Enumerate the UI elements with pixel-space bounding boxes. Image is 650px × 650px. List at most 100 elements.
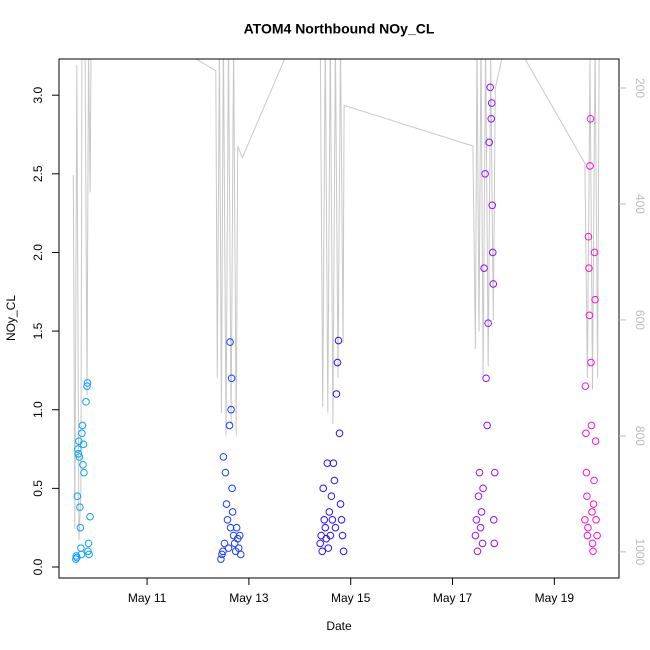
y2-tick-label: 200: [633, 78, 647, 98]
chart-title: ATOM4 Northbound NOy_CL: [244, 21, 435, 37]
data-point: [473, 547, 482, 556]
data-point: [327, 492, 336, 501]
data-point: [83, 379, 92, 387]
data-point: [586, 162, 594, 170]
data-point: [488, 248, 497, 257]
plot-frame: [58, 58, 620, 579]
data-point: [222, 500, 231, 508]
data-point: [585, 311, 594, 320]
data-point: [487, 114, 496, 123]
data-point: [581, 382, 590, 390]
y-tick-label: 1.0: [31, 401, 45, 418]
data-point: [320, 516, 329, 524]
data-point: [223, 516, 232, 524]
plot-area: [72, 59, 601, 563]
data-point: [337, 516, 346, 524]
data-point: [217, 555, 225, 563]
data-point: [487, 99, 496, 107]
y2-tick-label: 800: [633, 426, 647, 446]
data-point: [333, 358, 342, 367]
data-point: [76, 503, 84, 512]
data-point: [221, 468, 230, 477]
data-point: [76, 523, 85, 532]
data-point: [591, 295, 599, 304]
data-point: [334, 336, 343, 345]
data-point: [84, 547, 92, 556]
data-point: [78, 429, 86, 438]
x-tick-label: May 17: [433, 591, 473, 605]
data-point: [336, 500, 345, 508]
data-point: [479, 484, 487, 493]
data-point: [324, 544, 333, 552]
data-point: [582, 429, 590, 438]
data-point: [79, 460, 87, 469]
data-point: [490, 539, 499, 548]
data-point: [588, 539, 597, 548]
x-tick-label: May 19: [535, 591, 575, 605]
data-point: [75, 453, 84, 461]
data-point: [77, 544, 85, 552]
data-point: [328, 516, 337, 524]
data-point: [83, 382, 91, 390]
data-point: [325, 508, 334, 516]
data-point: [219, 547, 227, 556]
data-point: [483, 421, 491, 430]
data-point: [82, 398, 90, 406]
data-point: [592, 516, 600, 524]
y-tick-label: 0.0: [31, 558, 45, 575]
data-point: [486, 83, 495, 92]
data-point: [219, 453, 228, 461]
pressure-line: [72, 59, 600, 541]
data-point: [583, 531, 592, 540]
data-point: [589, 500, 598, 508]
data-point: [74, 449, 83, 458]
data-point: [485, 138, 493, 147]
data-point: [588, 508, 596, 516]
data-point: [584, 232, 593, 241]
data-point: [321, 523, 330, 532]
data-point: [586, 114, 595, 123]
data-point: [225, 421, 234, 430]
data-point: [80, 468, 88, 477]
data-point: [590, 476, 598, 485]
data-point: [318, 547, 327, 556]
data-point: [332, 390, 341, 398]
y-axis-label: NOy_CL: [4, 295, 18, 341]
data-point: [338, 531, 347, 540]
data-point: [232, 523, 241, 532]
data-point: [490, 468, 499, 477]
x-axis-label: Date: [326, 619, 352, 633]
data-point: [471, 531, 480, 540]
data-point: [587, 421, 596, 430]
data-point: [472, 516, 481, 524]
data-point: [584, 523, 592, 532]
data-point: [488, 201, 497, 210]
data-point: [593, 531, 601, 540]
x-tick-label: May 13: [229, 591, 269, 605]
x-tick-label: May 11: [128, 591, 167, 605]
data-point: [73, 492, 82, 501]
data-point: [316, 539, 324, 548]
data-point: [226, 338, 234, 346]
y2-tick-label: 1000: [633, 539, 647, 566]
data-point: [474, 492, 483, 501]
x-tick-label: May 15: [331, 591, 371, 605]
data-point: [330, 476, 339, 485]
data-point: [583, 492, 591, 501]
data-point: [489, 280, 498, 288]
data-point: [319, 484, 328, 493]
data-point: [484, 319, 492, 328]
y-tick-label: 2.0: [31, 244, 45, 261]
data-point: [475, 468, 484, 477]
data-point: [585, 264, 593, 272]
data-point: [79, 440, 88, 449]
data-point: [228, 484, 236, 493]
data-point: [335, 429, 344, 438]
data-point: [587, 358, 595, 367]
data-point: [218, 550, 226, 559]
data-point: [235, 531, 244, 540]
data-point: [227, 405, 235, 414]
y2-tick-label: 600: [633, 310, 647, 330]
data-point: [590, 248, 599, 257]
